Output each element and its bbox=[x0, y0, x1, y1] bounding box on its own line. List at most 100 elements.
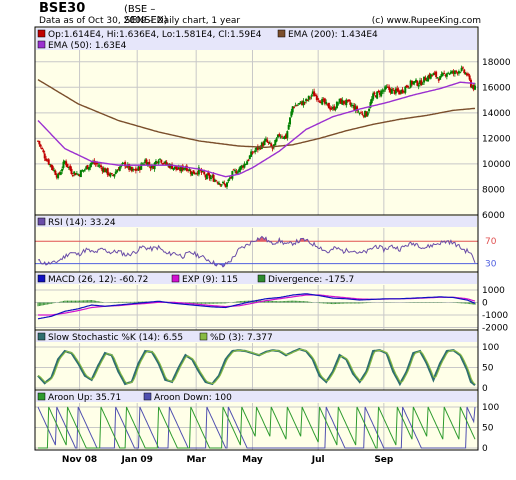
candle-body bbox=[45, 158, 48, 161]
candle-body bbox=[291, 106, 294, 113]
symbol-label: BSE30 bbox=[39, 1, 86, 16]
stoch-legend-swatch bbox=[37, 332, 46, 341]
candle-body bbox=[146, 162, 149, 167]
candle-body bbox=[240, 165, 243, 168]
ema200-line bbox=[37, 79, 476, 148]
candle-body bbox=[372, 93, 375, 100]
candle-body bbox=[153, 162, 156, 170]
candle-body bbox=[215, 180, 218, 182]
candle-body bbox=[73, 171, 76, 174]
candle-body bbox=[352, 104, 355, 107]
candle-body bbox=[343, 102, 346, 104]
candle-body bbox=[51, 166, 54, 171]
candle-body bbox=[437, 78, 440, 81]
stoch-y-tick-label: 100 bbox=[482, 343, 499, 353]
candle-body bbox=[323, 98, 326, 104]
macd-legend-label: Divergence: -175.7 bbox=[268, 275, 354, 285]
candle-body bbox=[317, 98, 320, 100]
candle-body bbox=[334, 108, 337, 110]
candle-body bbox=[384, 86, 387, 90]
candle-body bbox=[184, 167, 187, 170]
candle-body bbox=[90, 162, 93, 165]
candle-body bbox=[154, 161, 157, 164]
candle-body bbox=[85, 166, 88, 169]
candle-body bbox=[275, 138, 278, 142]
candle-body bbox=[251, 152, 254, 154]
candle-body bbox=[457, 71, 460, 74]
candle-body bbox=[61, 168, 64, 172]
candle-body bbox=[117, 169, 120, 171]
candle-body bbox=[425, 80, 428, 82]
candle-body bbox=[172, 167, 175, 170]
candle-body bbox=[262, 143, 265, 146]
candle-body bbox=[133, 169, 136, 171]
candle-body bbox=[209, 177, 212, 180]
price-y-tick-label: 16000 bbox=[482, 83, 511, 93]
candle-body bbox=[388, 86, 391, 90]
candle-body bbox=[252, 151, 255, 153]
candle-body bbox=[286, 131, 289, 138]
candle-body bbox=[455, 70, 458, 72]
rsi-y-tick-label: 70 bbox=[485, 237, 497, 247]
macd-line bbox=[37, 293, 476, 320]
candle-body bbox=[183, 168, 186, 170]
candle-body bbox=[65, 161, 68, 166]
candle-body bbox=[212, 174, 215, 182]
candle-body bbox=[386, 86, 389, 88]
candle-body bbox=[227, 179, 230, 182]
candle-body bbox=[358, 112, 361, 114]
candle-body bbox=[192, 170, 195, 174]
candle-body bbox=[448, 73, 451, 75]
stoch-d-line bbox=[37, 348, 476, 385]
candle-body bbox=[150, 165, 153, 168]
candle-body bbox=[118, 166, 121, 171]
candle-body bbox=[128, 164, 131, 170]
candle-body bbox=[161, 163, 164, 165]
candle-body bbox=[272, 144, 275, 148]
candle-body bbox=[104, 168, 107, 173]
candle-body bbox=[330, 108, 333, 110]
x-tick-label: Jul bbox=[311, 455, 325, 465]
candle-body bbox=[447, 72, 450, 74]
candle-body bbox=[205, 174, 208, 179]
price-legend-2-swatch bbox=[37, 40, 46, 49]
candle-body bbox=[341, 99, 344, 105]
candle-body bbox=[260, 142, 263, 149]
candle-body bbox=[213, 179, 216, 182]
candle-body bbox=[471, 85, 474, 88]
candle-body bbox=[191, 171, 194, 176]
candle-body bbox=[54, 170, 57, 175]
candle-body bbox=[472, 84, 475, 90]
stoch-legend-label: %D (3): 7.377 bbox=[210, 333, 273, 343]
candle-body bbox=[100, 165, 103, 168]
candle-body bbox=[436, 77, 439, 79]
candle-body bbox=[55, 175, 58, 178]
candle-body bbox=[242, 166, 245, 168]
candle-body bbox=[449, 71, 452, 74]
candle-body bbox=[303, 102, 306, 104]
candle-body bbox=[203, 171, 206, 175]
candle-body bbox=[460, 67, 463, 72]
price-legend-label: EMA (200): 1.434E4 bbox=[288, 30, 378, 40]
candle-body bbox=[256, 146, 259, 150]
x-tick-label: May bbox=[242, 455, 263, 465]
candle-body bbox=[400, 89, 403, 94]
candle-body bbox=[39, 144, 42, 147]
candle-body bbox=[377, 90, 380, 92]
candle-body bbox=[440, 73, 443, 77]
candle-body bbox=[81, 170, 84, 172]
candle-body bbox=[164, 161, 167, 164]
candle-body bbox=[298, 102, 301, 104]
candle-body bbox=[114, 171, 117, 175]
candle-body bbox=[284, 134, 287, 139]
candle-body bbox=[338, 98, 341, 103]
candle-body bbox=[195, 172, 198, 174]
candle-body bbox=[439, 76, 442, 80]
candle-body bbox=[346, 99, 349, 101]
candle-body bbox=[145, 159, 148, 165]
macd-y-tick-label: 1000 bbox=[482, 286, 505, 296]
candle-body bbox=[250, 151, 253, 157]
candle-body bbox=[345, 99, 348, 106]
candle-body bbox=[106, 168, 109, 175]
candle-body bbox=[224, 184, 227, 188]
